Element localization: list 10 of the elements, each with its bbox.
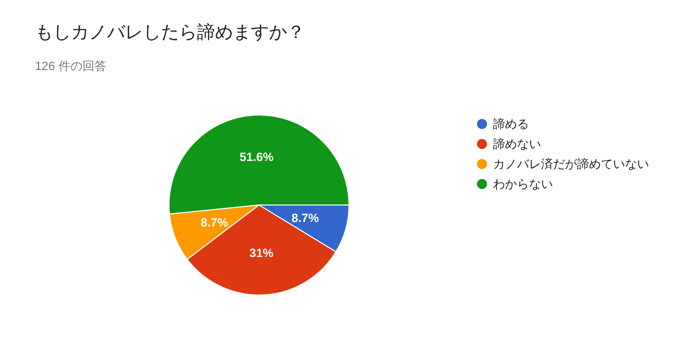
legend-label: 諦める	[493, 117, 529, 131]
legend-label: カノバレ済だが諦めていない	[493, 157, 649, 171]
chart-title: もしカノバレしたら諦めますか？	[35, 22, 305, 42]
legend-label: 諦めない	[493, 137, 541, 151]
legend-label: わからない	[493, 177, 553, 191]
data-label: 8.7%	[200, 216, 228, 230]
data-label: 51.6%	[240, 150, 274, 164]
text: 126 件の回答	[35, 59, 106, 73]
data-label: 8.7%	[292, 210, 320, 225]
data-label: 31%	[249, 246, 274, 260]
